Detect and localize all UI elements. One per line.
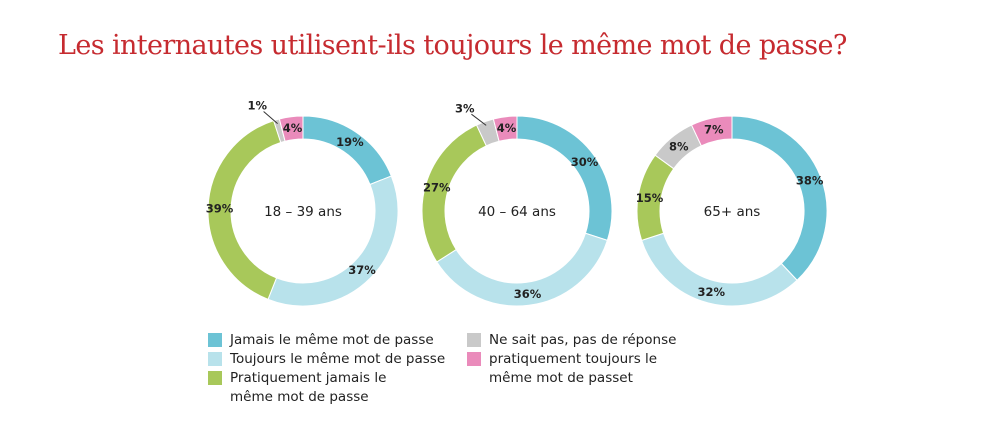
data-label: 37%: [348, 263, 376, 277]
legend-item: Jamais le même mot de passe: [208, 331, 448, 350]
data-label: 32%: [697, 285, 725, 299]
legend-item: Pratiquement jamais le même mot de passe: [208, 369, 448, 407]
legend-label: Jamais le même mot de passe: [230, 332, 434, 348]
data-label: 8%: [669, 140, 689, 154]
legend-right: Ne sait pas, pas de réponse pratiquement…: [467, 331, 707, 388]
donut-slice: [302, 115, 392, 186]
center-label: 65+ ans: [704, 204, 761, 220]
donut-slice: [690, 115, 733, 147]
donut-slice: [516, 115, 613, 241]
legend-swatch: [208, 352, 222, 366]
data-label: 36%: [514, 287, 542, 301]
donut-slice: [492, 115, 518, 142]
data-label: 38%: [796, 173, 824, 187]
data-label: 4%: [497, 121, 517, 135]
data-label: 4%: [283, 121, 303, 135]
legend-left: Jamais le même mot de passe Toujours le …: [208, 331, 448, 407]
legend-label: Toujours le même mot de passe: [230, 351, 446, 367]
data-label: 15%: [636, 191, 664, 205]
data-label: 7%: [704, 123, 724, 137]
data-label: 1%: [248, 98, 268, 112]
center-label: 40 – 64 ans: [478, 204, 556, 220]
legend-item: Toujours le même mot de passe: [208, 350, 448, 369]
donut-slice: [731, 115, 828, 281]
leader-line: [471, 113, 487, 126]
center-label: 18 – 39 ans: [264, 204, 342, 220]
data-label: 3%: [455, 102, 475, 116]
chart-title: Les internautes utilisent-ils toujours l…: [58, 30, 847, 61]
data-label: 19%: [336, 135, 364, 149]
legend-swatch: [467, 333, 481, 347]
data-label: 27%: [423, 181, 451, 195]
legend-label: pratiquement toujours le même mot de pas…: [489, 351, 658, 386]
legend-label: Ne sait pas, pas de réponse: [489, 332, 677, 348]
data-label: 39%: [206, 201, 234, 215]
donut-slice: [278, 115, 304, 142]
legend-label: Pratiquement jamais le même mot de passe: [230, 370, 387, 405]
legend-swatch: [208, 333, 222, 347]
leader-line: [263, 111, 278, 124]
legend-swatch: [467, 352, 481, 366]
donut-slice: [267, 175, 399, 307]
legend-item: pratiquement toujours le même mot de pas…: [467, 350, 707, 388]
legend-item: Ne sait pas, pas de réponse: [467, 331, 707, 350]
legend-swatch: [208, 371, 222, 385]
data-label: 30%: [571, 155, 599, 169]
